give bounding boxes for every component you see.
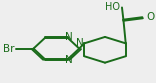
- Text: N: N: [76, 38, 83, 48]
- Text: N: N: [65, 55, 72, 65]
- Text: HO: HO: [105, 2, 120, 12]
- Text: N: N: [65, 32, 72, 42]
- Text: O: O: [146, 12, 154, 22]
- Text: Br: Br: [3, 44, 15, 54]
